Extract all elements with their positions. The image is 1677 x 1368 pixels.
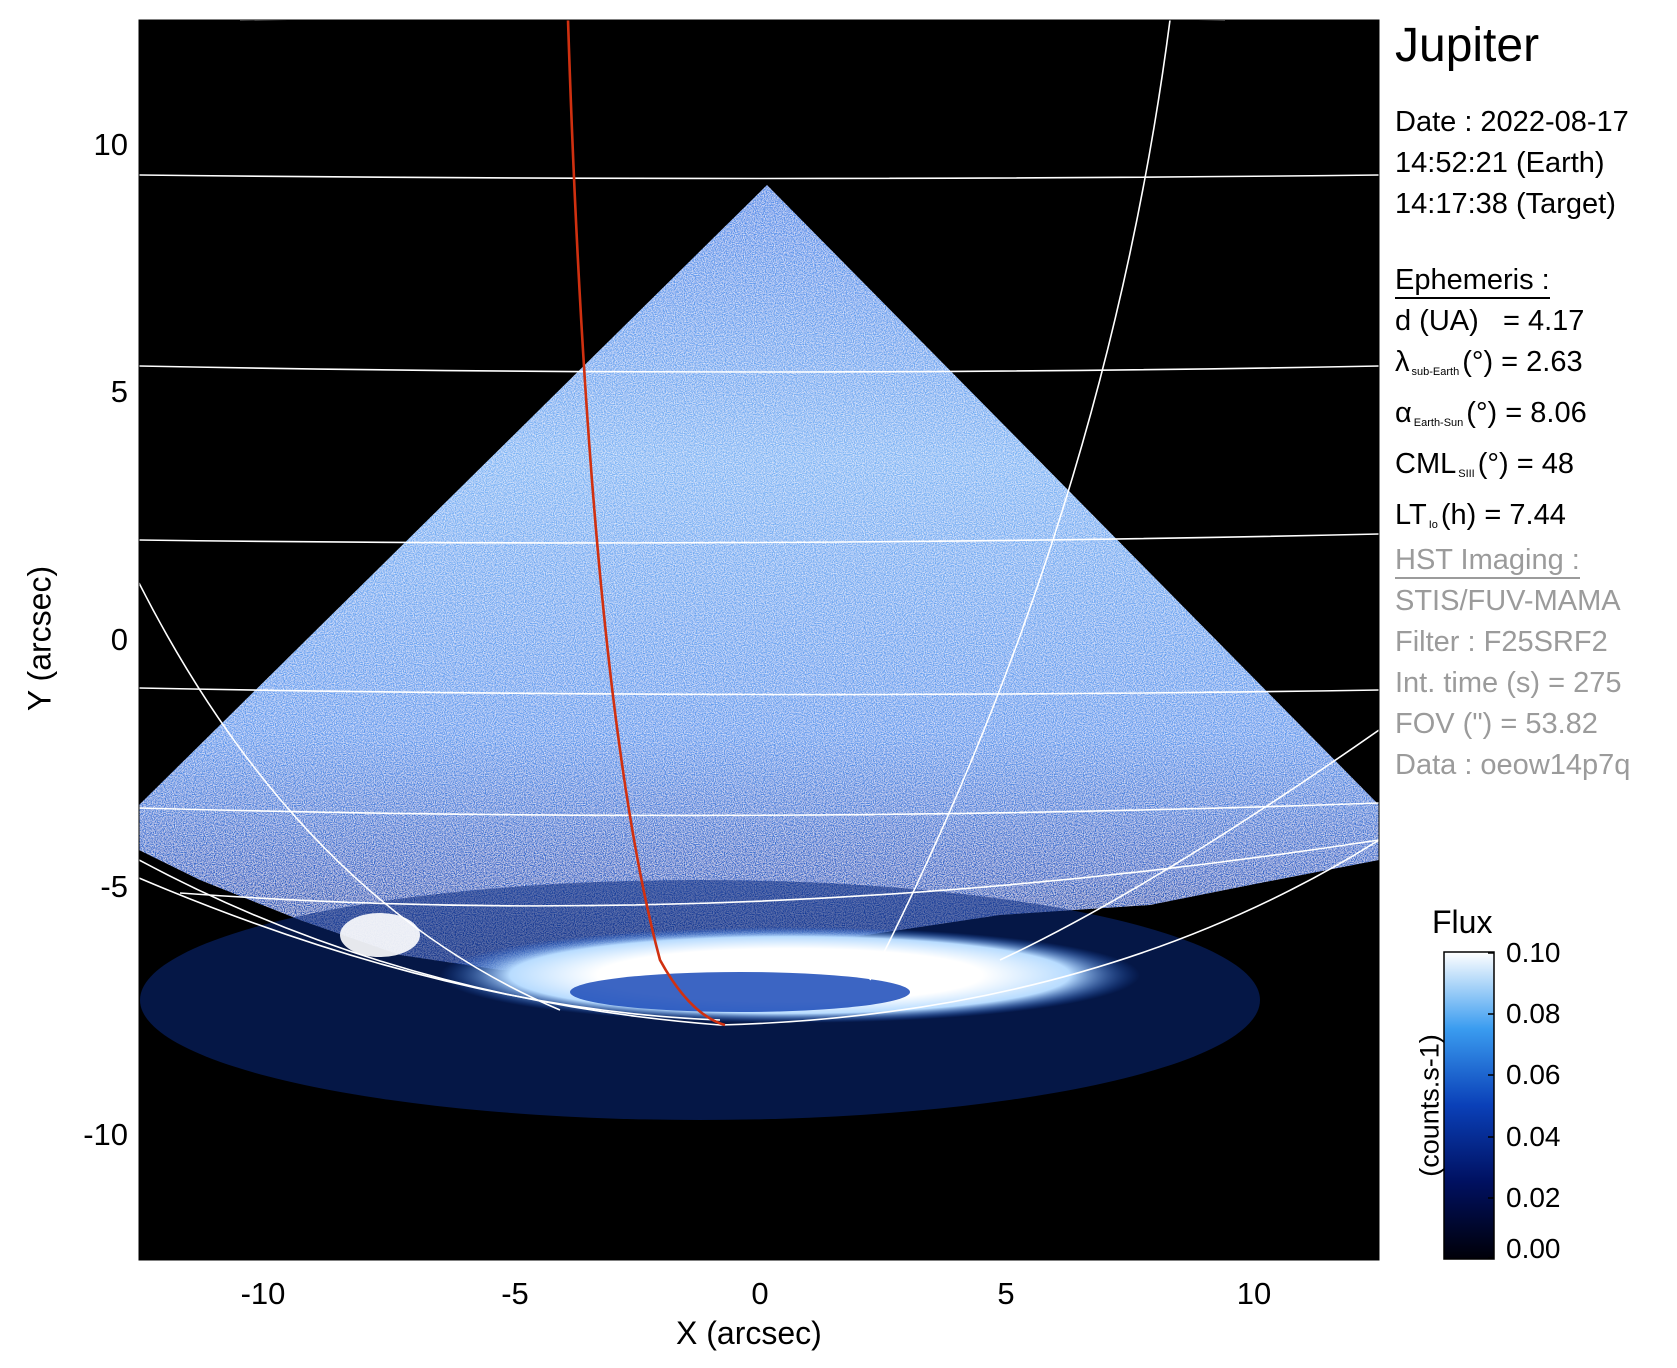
colorbar-tick-label: 0.04 xyxy=(1506,1121,1561,1152)
io-local-time-row: LT Io (h) = 7.44 xyxy=(1395,499,1566,531)
instrument: STIS/FUV-MAMA xyxy=(1395,585,1621,617)
hst-block: HST Imaging : STIS/FUV-MAMA Filter : F25… xyxy=(1395,540,1630,786)
oval-inner-dark xyxy=(570,972,910,1012)
x-tick-label: -10 xyxy=(240,1276,286,1311)
colorbar-tick-label: 0.10 xyxy=(1506,937,1561,968)
io-footprint-line xyxy=(566,20,726,1027)
field-of-view: FOV (") = 53.82 xyxy=(1395,708,1598,740)
date-line: Date : 2022-08-17 xyxy=(1395,106,1629,138)
date-block: Date : 2022-08-17 14:52:21 (Earth) 14:17… xyxy=(1395,102,1629,225)
ephemeris-block: Ephemeris : d (UA) = 4.17 λ sub-Earth (°) … xyxy=(1395,260,1587,546)
y-tick-label: 10 xyxy=(93,127,128,162)
data-id: Data : oeow14p7q xyxy=(1395,749,1631,781)
axis-ticks xyxy=(139,144,1255,1260)
y-axis-label: Y (arcsec) xyxy=(21,565,58,712)
planet-disk-region xyxy=(139,185,1379,970)
y-tick-label: -10 xyxy=(83,1117,128,1152)
cml-row: CML SIII (°) = 48 xyxy=(1395,448,1574,480)
x-tick-label: 10 xyxy=(1236,1276,1272,1311)
integration-time: Int. time (s) = 275 xyxy=(1395,667,1622,699)
x-tick-label: 5 xyxy=(997,1276,1015,1311)
x-tick-label: 0 xyxy=(751,1276,769,1311)
y-tick-label: 0 xyxy=(110,622,128,657)
x-axis-label: X (arcsec) xyxy=(676,1315,822,1351)
aurora-spot xyxy=(340,913,420,957)
y-tick-label: 5 xyxy=(110,374,128,409)
colorbar-tick-label: 0.08 xyxy=(1506,998,1561,1029)
ephemeris-heading: Ephemeris : xyxy=(1395,263,1550,299)
target-time: 14:17:38 (Target) xyxy=(1395,188,1616,220)
target-title: Jupiter xyxy=(1395,19,1540,72)
colorbar-title: Flux xyxy=(1432,904,1493,940)
y-tick-label: -5 xyxy=(100,869,128,904)
longitude-grid xyxy=(139,20,1379,1026)
phase-angle-row: α Earth-Sun (°) = 8.06 xyxy=(1395,397,1587,429)
colorbar-unit-label: (counts.s-1) xyxy=(1414,1034,1445,1177)
colorbar-ticks xyxy=(1488,952,1494,1259)
distance-row: d (UA) = 4.17 xyxy=(1395,305,1585,337)
colorbar xyxy=(1443,951,1495,1260)
colorbar-tick-label: 0.00 xyxy=(1506,1233,1561,1264)
filter: Filter : F25SRF2 xyxy=(1395,626,1608,658)
hst-heading: HST Imaging : xyxy=(1395,543,1580,579)
sub-earth-lat-row: λ sub-Earth (°) = 2.63 xyxy=(1395,346,1583,378)
colorbar-tick-label: 0.06 xyxy=(1506,1059,1561,1090)
earth-time: 14:52:21 (Earth) xyxy=(1395,147,1605,179)
colorbar-tick-label: 0.02 xyxy=(1506,1182,1561,1213)
latitude-grid xyxy=(139,20,1379,907)
x-tick-label: -5 xyxy=(501,1276,529,1311)
